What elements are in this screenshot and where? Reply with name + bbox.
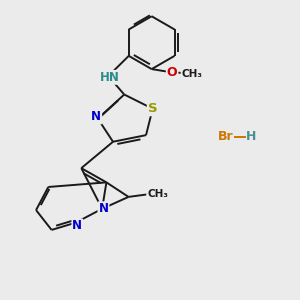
Text: CH₃: CH₃	[182, 69, 203, 79]
Text: N: N	[98, 202, 108, 215]
Text: CH₃: CH₃	[147, 189, 168, 199]
Text: Br: Br	[218, 130, 234, 143]
Text: H: H	[245, 130, 256, 143]
Text: N: N	[91, 110, 101, 124]
Text: O: O	[167, 66, 177, 79]
Text: N: N	[72, 220, 82, 232]
Text: S: S	[148, 102, 158, 115]
Text: HN: HN	[99, 71, 119, 84]
